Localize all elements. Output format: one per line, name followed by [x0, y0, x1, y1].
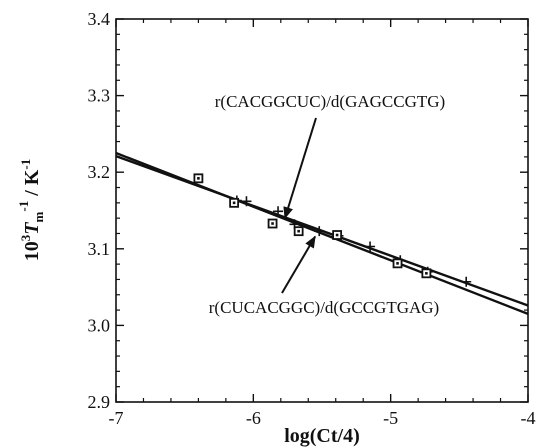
annotation-label-2: r(CUCACGGC)/d(GCCGTGAG) [209, 298, 439, 317]
annotation-label-1: r(CACGGCUC)/d(GAGCCGTG) [215, 92, 445, 111]
fit-line-series-2 [116, 153, 528, 314]
square-point-center [396, 262, 399, 265]
y-axis-label-symbol: T [21, 222, 43, 235]
square-point-center [297, 230, 300, 233]
square-point-center [197, 177, 200, 180]
axis-ticks: -7 -6 -5 -4 2.9 3.0 3.1 3.2 3.3 3.4 [88, 9, 536, 428]
annotation-arrow-2 [282, 237, 315, 293]
x-tick-label: -5 [383, 408, 398, 428]
y-axis-label: 103Tm-1 / K-1 [16, 159, 46, 261]
data-points [194, 174, 471, 286]
x-tick-label: -4 [521, 408, 536, 428]
y-tick-label: 3.3 [88, 86, 111, 106]
plot-frame [116, 19, 528, 402]
square-point-center [336, 234, 339, 237]
y-axis-label-exponent-2: -1 [16, 201, 31, 212]
x-axis-label: log(Ct/4) [284, 425, 360, 447]
y-axis-label-exponent-3: -1 [18, 159, 33, 170]
y-tick-label: 3.2 [88, 162, 111, 182]
y-axis-label-unit: / K [21, 169, 43, 201]
y-tick-label: 2.9 [88, 392, 111, 412]
y-axis-label-subscript: m [31, 211, 46, 222]
square-point-center [233, 202, 236, 205]
x-tick-label: -7 [109, 408, 124, 428]
square-point-center [271, 222, 274, 225]
square-point-center [425, 272, 428, 275]
x-tick-label: -6 [246, 408, 261, 428]
fit-lines [116, 153, 528, 314]
y-tick-label: 3.1 [88, 239, 111, 259]
y-axis-label-base: 10 [21, 241, 43, 261]
y-tick-label: 3.4 [88, 9, 111, 29]
annotation-arrow-1 [285, 118, 316, 218]
annotations: r(CACGGCUC)/d(GAGCCGTG) r(CUCACGGC)/d(GCC… [209, 92, 445, 317]
y-tick-label: 3.0 [88, 315, 111, 335]
